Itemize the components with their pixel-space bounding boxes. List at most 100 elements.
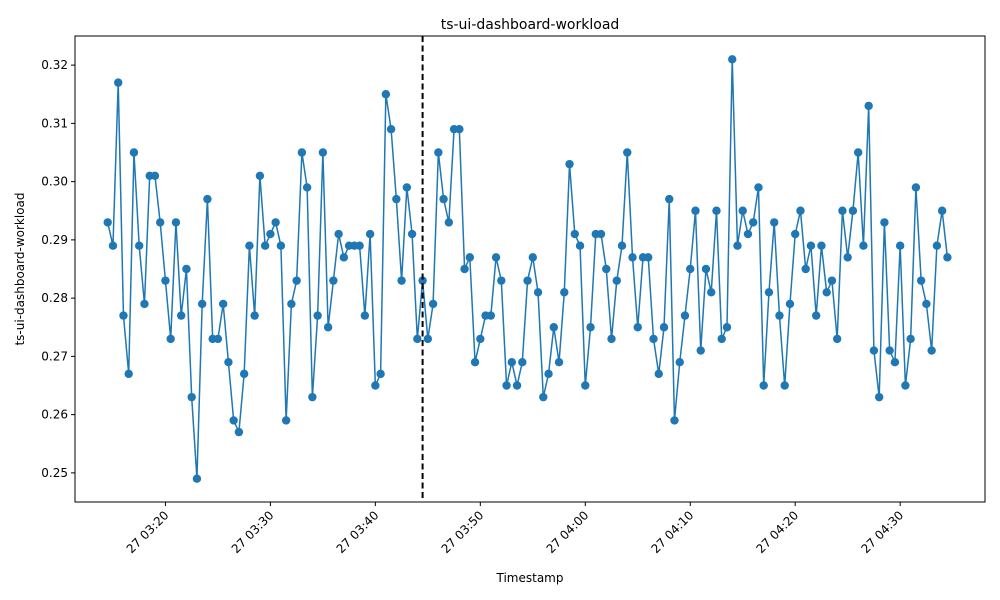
data-point [649,334,658,344]
data-point [633,323,642,332]
data-point [287,299,296,309]
data-point [691,206,700,215]
y-tick-label: 0.30 [41,175,68,189]
data-point [276,241,286,250]
data-point [187,392,196,402]
data-point [791,229,800,239]
data-point [885,346,894,355]
data-point [281,416,291,425]
data-point [775,311,784,320]
data-point [308,392,317,402]
data-point [838,206,847,215]
data-point [407,229,417,239]
data-point [402,183,412,192]
data-point [428,299,438,309]
data-point [560,288,569,297]
data-point [245,241,254,250]
data-point [413,334,422,344]
data-point [806,241,816,250]
data-point [575,241,585,250]
y-tick-label: 0.32 [41,58,68,72]
data-point [612,276,621,285]
data-point [717,334,726,344]
plot-area [103,36,952,502]
data-point [397,276,406,285]
data-point [192,474,202,483]
data-point [423,334,433,344]
data-point [864,101,873,111]
data-point [869,346,879,355]
data-point [880,218,889,227]
data-point [470,358,480,367]
data-point [670,416,679,425]
data-point [334,229,343,239]
data-point [119,311,128,320]
data-point [486,311,496,320]
data-point [302,183,312,192]
data-point [460,264,469,274]
data-point [203,194,212,204]
data-point [722,323,732,332]
data-point [318,148,328,157]
data-point [922,299,931,309]
data-point [817,241,826,250]
data-point [234,427,244,437]
data-point [439,194,448,204]
data-point [114,78,123,87]
data-point [696,346,705,355]
data-point [155,218,165,227]
data-point [890,358,900,367]
data-point [932,241,942,250]
data-point [602,264,611,274]
data-point [943,253,952,262]
data-point [518,358,527,367]
data-point [832,334,842,344]
data-point [539,392,548,402]
data-point [596,229,606,239]
data-point [623,148,632,157]
data-point [507,358,517,367]
x-axis-title: Timestamp [496,571,564,585]
data-point [260,241,270,250]
data-point [371,381,380,390]
data-point [644,253,653,262]
data-point [355,241,364,250]
data-point [770,218,779,227]
data-point [250,311,259,320]
data-point [297,148,307,157]
data-point [140,299,149,309]
data-point [491,253,501,262]
data-point [707,288,716,297]
data-point [680,311,690,320]
data-point [339,253,349,262]
data-point [512,381,522,390]
data-point [218,299,228,309]
data-point [733,241,742,250]
data-point [182,264,191,274]
data-point [465,253,475,262]
data-point [497,276,506,285]
data-point [124,369,133,379]
data-point [224,358,233,367]
data-point [392,194,401,204]
data-point [843,253,852,262]
data-point [108,241,118,250]
data-point [313,311,322,320]
data-point [502,381,511,390]
data-point [434,148,443,157]
plot-frame [74,35,986,503]
data-point [239,369,249,379]
data-point [822,288,831,297]
data-point [570,229,579,239]
data-point [675,358,684,367]
data-point [444,218,454,227]
data-point [271,218,280,227]
data-point [565,159,574,169]
data-point [197,299,207,309]
data-point [906,334,915,344]
data-point [135,241,144,250]
data-point [927,346,936,355]
data-point [329,276,338,285]
data-point [150,171,160,180]
